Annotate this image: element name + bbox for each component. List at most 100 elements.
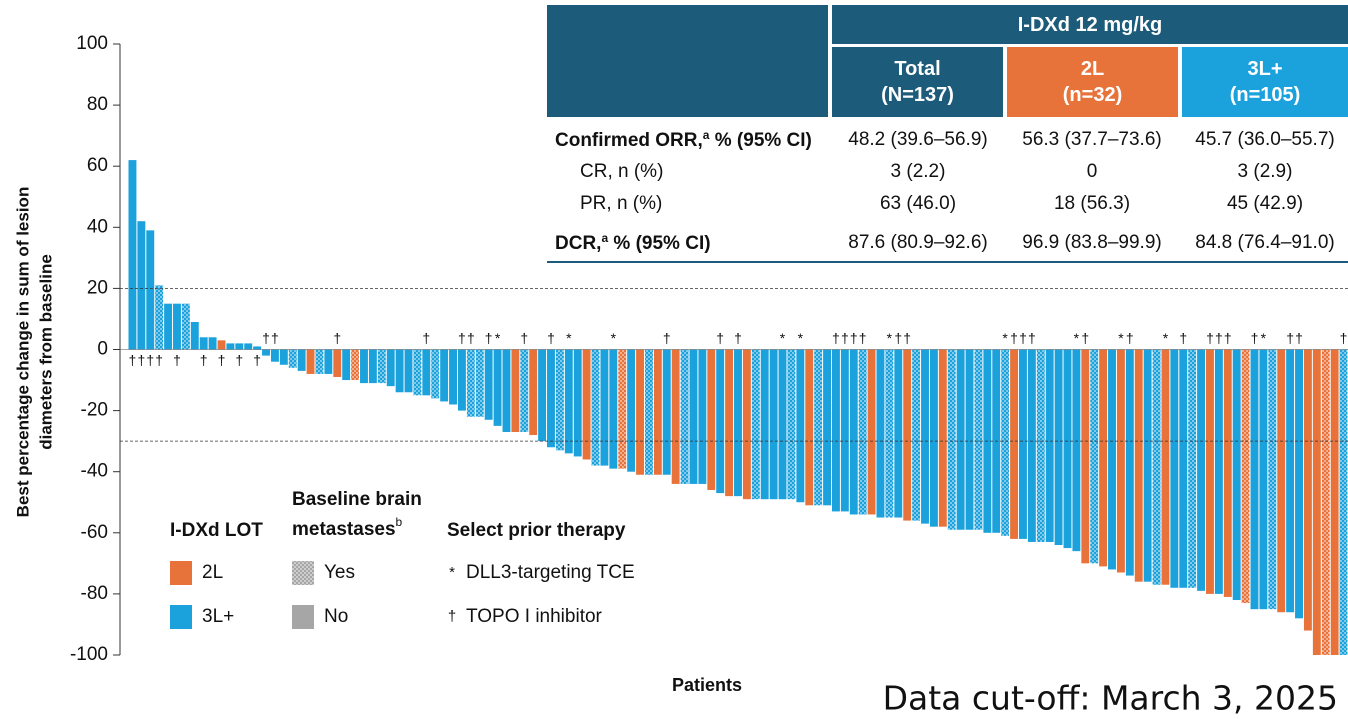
bar — [502, 349, 511, 432]
legend-swatch — [170, 605, 192, 629]
legend-label: DLL3-targeting TCE — [466, 562, 635, 583]
bar-symbol: † — [333, 330, 341, 346]
bar — [297, 349, 306, 371]
bar — [894, 349, 903, 518]
bar — [262, 349, 270, 356]
bar — [1081, 349, 1090, 564]
y-axis-label: diameters from baseline — [36, 254, 55, 450]
table-cell: 56.3 (37.7–73.6) — [1022, 129, 1162, 150]
legend-title: Baseline brain — [292, 489, 422, 510]
y-tick-label: 80 — [87, 94, 108, 115]
bar-symbol: † — [1340, 330, 1348, 346]
bar — [288, 349, 297, 368]
y-tick-label: -100 — [70, 644, 108, 665]
bar — [1019, 349, 1027, 539]
footnote: Data cut-off: March 3, 2025 — [883, 679, 1338, 718]
y-tick-label: 0 — [97, 339, 108, 360]
column-name: 2L — [1080, 58, 1105, 80]
legend-title: metastasesb — [292, 515, 403, 540]
bar-symbol: † — [841, 330, 849, 346]
legend-title: Select prior therapy — [447, 520, 626, 541]
bar-symbol: † — [1010, 330, 1018, 346]
bar — [582, 349, 591, 460]
bar-symbol: † — [663, 330, 671, 346]
column-header: 3L+ (n=105) — [1182, 47, 1348, 117]
bar — [1143, 349, 1152, 582]
legend-label: No — [324, 606, 348, 627]
bar-symbol: † — [271, 330, 279, 346]
bar-symbol: † — [1081, 330, 1089, 346]
row-label-text: DCR, — [555, 233, 602, 255]
legend-label: 3L+ — [202, 606, 234, 627]
row-label: DCR,a % (95% CI) — [555, 231, 711, 255]
bar — [734, 349, 742, 497]
bar-symbol: † — [1206, 330, 1214, 346]
bar — [929, 349, 938, 527]
bar — [1223, 349, 1232, 597]
bar-symbol: * — [1261, 330, 1267, 346]
bar — [342, 349, 351, 381]
bar — [680, 349, 689, 484]
bar — [1116, 349, 1125, 573]
table-cell: 45 (42.9) — [1226, 193, 1304, 214]
bar-symbol: † — [1286, 330, 1294, 346]
bar — [360, 349, 368, 384]
bar — [128, 160, 137, 350]
row-label-text: % (95% CI) — [608, 233, 711, 255]
bar — [440, 349, 449, 402]
table-cell: 87.6 (80.9–92.6) — [848, 232, 988, 253]
bar — [1232, 349, 1241, 601]
bar-symbol: † — [520, 330, 528, 346]
bar — [324, 349, 333, 374]
bar — [1072, 349, 1081, 552]
bar — [662, 349, 671, 475]
bar — [146, 230, 155, 350]
bar — [858, 349, 867, 515]
bar-symbol: † — [1179, 330, 1187, 346]
bar — [1063, 349, 1072, 549]
row-label-sup: a — [601, 230, 609, 245]
bar-symbol: † — [734, 330, 742, 346]
bar — [1295, 349, 1303, 619]
bar — [618, 349, 627, 469]
bar — [814, 349, 823, 506]
bar — [840, 349, 849, 512]
bar-symbol: † — [262, 330, 270, 346]
bar — [529, 349, 538, 436]
bar — [199, 337, 208, 350]
bar — [306, 349, 315, 374]
table-cell: 63 (46.0) — [879, 193, 957, 214]
bar — [698, 349, 707, 484]
bar — [1330, 349, 1339, 655]
group-header: I-DXd 12 mg/kg — [832, 5, 1348, 44]
bar — [377, 349, 386, 384]
bar — [155, 285, 164, 350]
y-tick-label: -60 — [81, 522, 108, 543]
row-label-text: CR, n (%) — [580, 161, 664, 182]
bar — [1134, 349, 1143, 582]
bar-symbol: † — [850, 330, 858, 346]
bar-symbol: * — [780, 330, 786, 346]
bar — [484, 349, 493, 420]
bar — [707, 349, 716, 491]
bar — [351, 349, 360, 381]
bar — [938, 349, 947, 527]
bar — [449, 349, 457, 405]
bar — [965, 349, 974, 530]
bar — [1268, 349, 1277, 610]
bar-symbol: † — [894, 330, 902, 346]
bar — [333, 349, 342, 377]
bar — [885, 349, 894, 518]
bar — [190, 322, 199, 350]
bar — [1010, 349, 1019, 539]
bar-symbol: * — [1118, 330, 1124, 346]
column-n: (n=105) — [1229, 84, 1301, 106]
table-corner — [547, 5, 828, 117]
bar-symbol: † — [859, 330, 867, 346]
table-cell: 84.8 (76.4–91.0) — [1195, 232, 1335, 253]
bar-symbol: † — [1028, 330, 1036, 346]
bar — [787, 349, 796, 500]
table-cell: 48.2 (39.6–56.9) — [848, 129, 988, 150]
bar-symbol: † — [1224, 330, 1232, 346]
bar — [796, 349, 805, 503]
